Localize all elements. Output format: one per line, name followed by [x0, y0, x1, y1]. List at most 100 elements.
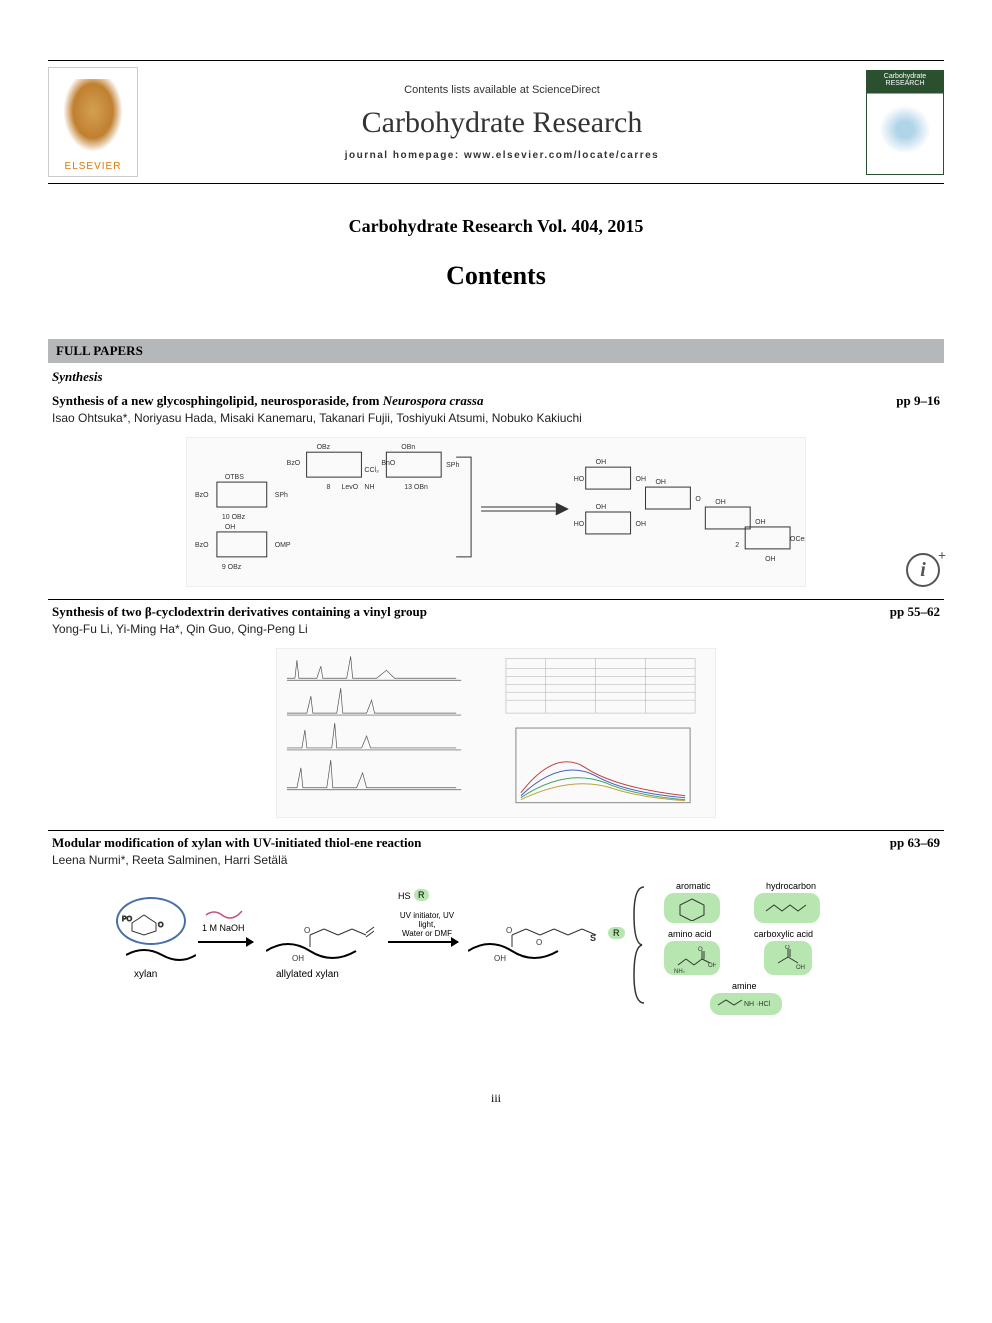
svg-text:O: O: [158, 922, 164, 929]
svg-text:O: O: [698, 947, 703, 953]
article-authors: Yong-Fu Li, Yi-Ming Ha*, Qin Guo, Qing-P…: [52, 622, 940, 636]
article-entry: Synthesis of two β-cyclodextrin derivati…: [48, 600, 944, 831]
r-green-box: R: [608, 927, 625, 939]
article-entry: Modular modification of xylan with UV-in…: [48, 831, 944, 1031]
svg-text:OBz: OBz: [317, 444, 331, 451]
journal-name: Carbohydrate Research: [150, 106, 854, 140]
hydrocarbon-label: hydrocarbon: [766, 881, 816, 891]
article-title: Synthesis of two β-cyclodextrin derivati…: [52, 604, 870, 620]
svg-text:LevO: LevO: [342, 484, 359, 491]
svg-text:OH: OH: [494, 954, 506, 963]
article-title: Modular modification of xylan with UV-in…: [52, 835, 870, 851]
article-title: Synthesis of a new glycosphingolipid, ne…: [52, 393, 876, 409]
amino-acid-box: NH₂ O OH: [664, 941, 720, 975]
arrow-icon: [198, 941, 253, 943]
svg-text:O: O: [695, 496, 701, 503]
volume-title: Carbohydrate Research Vol. 404, 2015: [48, 216, 944, 237]
svg-text:O: O: [536, 938, 542, 947]
hydrocarbon-box: [754, 893, 820, 923]
article-figure: [52, 648, 940, 818]
svg-text:S: S: [590, 933, 596, 943]
svg-text:CCl₃: CCl₃: [364, 467, 379, 474]
carboxylic-box: O OH: [764, 941, 812, 975]
svg-text:8: 8: [327, 484, 331, 491]
arrow-icon: [388, 941, 458, 943]
article-pages: pp 55–62: [890, 604, 940, 620]
article-authors: Isao Ohtsuka*, Noriyasu Hada, Misaki Kan…: [52, 411, 940, 425]
section-full-papers: FULL PAPERS: [48, 339, 944, 363]
hs-label: HS: [398, 891, 411, 901]
article-figure: PO O xylan 1 M NaOH O OH allylated xylan: [52, 879, 940, 1019]
header-center: Contents lists available at ScienceDirec…: [150, 76, 854, 169]
article-title-italic: Neurospora crassa: [383, 393, 484, 408]
carboxylic-label: carboxylic acid: [754, 929, 813, 939]
svg-text:BzO: BzO: [287, 460, 301, 467]
amine-box: NH ·HCl: [710, 993, 782, 1015]
svg-text:O: O: [785, 945, 790, 951]
svg-text:NH₂: NH₂: [674, 969, 686, 973]
svg-text:O: O: [304, 926, 310, 935]
article-pages: pp 63–69: [890, 835, 940, 851]
svg-text:OH: OH: [636, 476, 646, 483]
svg-text:9 OBz: 9 OBz: [222, 564, 242, 571]
svg-text:NH ·HCl: NH ·HCl: [744, 1001, 770, 1008]
svg-text:BzO: BzO: [195, 542, 209, 549]
page-number: iii: [48, 1091, 944, 1106]
info-plus-badge-icon: i: [906, 553, 940, 587]
elsevier-tree-icon: [58, 79, 128, 159]
cover-title: Carbohydrate RESEARCH: [867, 71, 943, 87]
article-header: Synthesis of a new glycosphingolipid, ne…: [52, 393, 940, 409]
article-entry: Synthesis of a new glycosphingolipid, ne…: [48, 389, 944, 600]
svg-text:O: O: [506, 926, 512, 935]
amino-acid-label: amino acid: [668, 929, 712, 939]
elsevier-label: ELSEVIER: [65, 159, 122, 176]
svg-text:OH: OH: [655, 479, 665, 486]
reaction-scheme-figure: PO O xylan 1 M NaOH O OH allylated xylan: [116, 879, 876, 1019]
article-authors: Leena Nurmi*, Reeta Salminen, Harri Setä…: [52, 853, 940, 867]
svg-text:OH: OH: [636, 521, 646, 528]
aromatic-box: [664, 893, 720, 923]
svg-text:BzO: BzO: [195, 492, 209, 499]
svg-text:OTBS: OTBS: [225, 474, 244, 481]
contents-heading: Contents: [48, 261, 944, 291]
svg-text:SPh: SPh: [446, 462, 459, 469]
svg-text:10 OBz: 10 OBz: [222, 514, 246, 521]
svg-text:OH: OH: [765, 556, 775, 563]
svg-text:OH: OH: [796, 965, 805, 971]
elsevier-logo: ELSEVIER: [48, 67, 138, 177]
svg-text:OH: OH: [755, 519, 765, 526]
svg-text:OMP: OMP: [275, 542, 291, 549]
subsection-synthesis: Synthesis: [48, 363, 944, 389]
naoh-label: 1 M NaOH: [202, 923, 245, 933]
uv-label: UV initiator, UV light, Water or DMF: [392, 911, 462, 938]
svg-text:HO: HO: [574, 476, 585, 483]
xylan-label: xylan: [134, 969, 157, 980]
svg-text:HO: HO: [574, 521, 585, 528]
article-pages: pp 9–16: [896, 393, 940, 409]
svg-text:OCer: OCer: [790, 536, 805, 543]
svg-text:OH: OH: [596, 459, 606, 466]
spectra-figure: [276, 648, 716, 818]
svg-text:OH: OH: [225, 524, 235, 531]
allylated-label: allylated xylan: [276, 969, 339, 980]
article-header: Modular modification of xylan with UV-in…: [52, 835, 940, 851]
journal-homepage: journal homepage: www.elsevier.com/locat…: [150, 150, 854, 161]
svg-text:OBn: OBn: [401, 444, 415, 451]
chemical-scheme-figure: OTBSBzO10 OBz OHBzO9 OBz SPhOMP OBzBzO8 …: [186, 437, 806, 587]
svg-text:SPh: SPh: [275, 492, 288, 499]
journal-header: ELSEVIER Contents lists available at Sci…: [48, 60, 944, 184]
aromatic-label: aromatic: [676, 881, 711, 891]
svg-text:BnO: BnO: [381, 460, 396, 467]
journal-cover-thumbnail: Carbohydrate RESEARCH: [866, 70, 944, 175]
svg-text:OH: OH: [708, 963, 716, 969]
svg-text:2: 2: [735, 542, 739, 549]
svg-text:OH: OH: [292, 954, 304, 963]
sciencedirect-line: Contents lists available at ScienceDirec…: [150, 84, 854, 96]
cover-image-icon: [875, 101, 936, 158]
article-header: Synthesis of two β-cyclodextrin derivati…: [52, 604, 940, 620]
svg-text:PO: PO: [122, 916, 133, 923]
article-figure: OTBSBzO10 OBz OHBzO9 OBz SPhOMP OBzBzO8 …: [52, 437, 940, 587]
r-green-box: R: [414, 889, 429, 901]
svg-text:NH: NH: [364, 484, 374, 491]
article-title-text: Synthesis of a new glycosphingolipid, ne…: [52, 393, 383, 408]
